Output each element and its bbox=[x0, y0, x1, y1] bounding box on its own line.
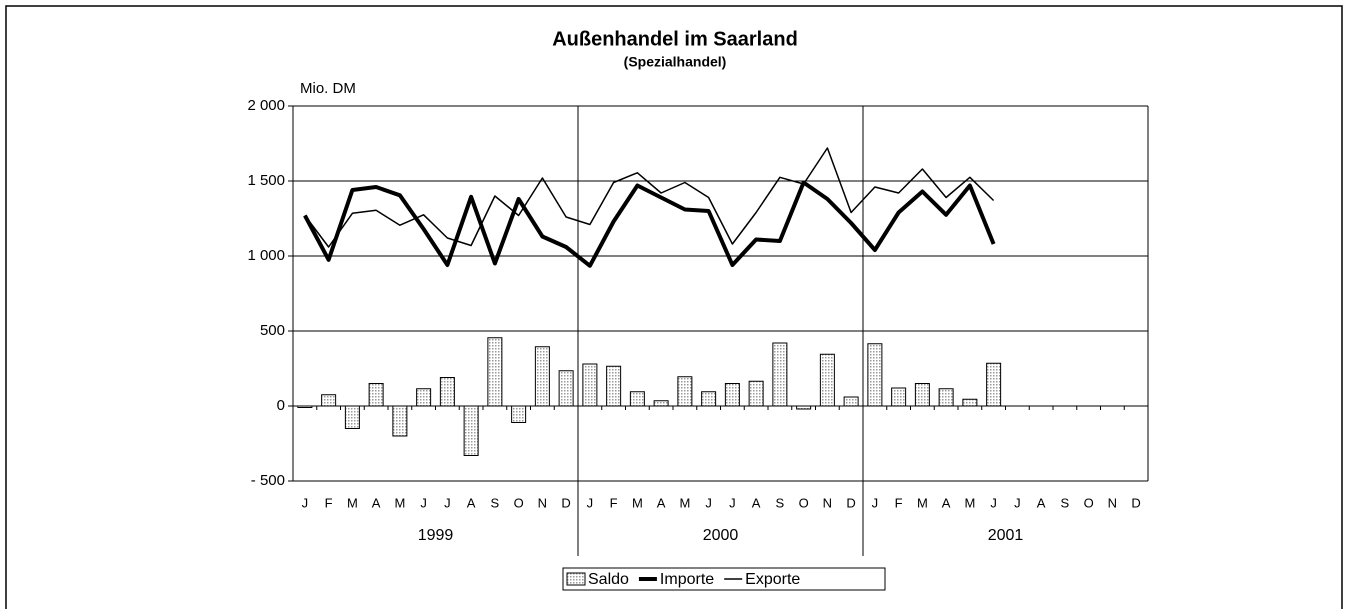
bar bbox=[914, 383, 930, 407]
bar bbox=[677, 376, 693, 407]
x-tick-label: N bbox=[538, 495, 547, 510]
y-tick-label: 2 000 bbox=[247, 97, 285, 114]
legend-label: Exporte bbox=[745, 571, 800, 588]
x-tick-label: M bbox=[347, 495, 358, 510]
x-tick-label: F bbox=[325, 495, 333, 510]
x-tick-label: O bbox=[799, 495, 809, 510]
y-tick-label: - 500 bbox=[251, 472, 285, 489]
bar bbox=[321, 394, 337, 407]
bar bbox=[843, 396, 859, 407]
x-tick-label: N bbox=[823, 495, 832, 510]
bar bbox=[392, 405, 408, 437]
bar bbox=[962, 398, 978, 407]
bar bbox=[368, 383, 384, 407]
bar bbox=[558, 370, 574, 407]
x-tick-label: S bbox=[776, 495, 785, 510]
x-tick-label: M bbox=[394, 495, 405, 510]
x-tick-label: F bbox=[610, 495, 618, 510]
bar bbox=[748, 380, 764, 407]
x-tick-label: J bbox=[990, 495, 997, 510]
line bbox=[303, 180, 996, 268]
x-tick-label: D bbox=[1131, 495, 1140, 510]
bar bbox=[701, 391, 717, 407]
bar bbox=[819, 353, 835, 407]
bar bbox=[867, 343, 883, 407]
bar bbox=[487, 337, 503, 407]
x-tick-label: J bbox=[872, 495, 879, 510]
x-tick-label: M bbox=[964, 495, 975, 510]
group-label: 2001 bbox=[988, 527, 1024, 544]
x-tick-label: A bbox=[467, 495, 476, 510]
x-tick-label: M bbox=[632, 495, 643, 510]
bar bbox=[439, 377, 455, 407]
x-tick-label: J bbox=[1014, 495, 1021, 510]
bar bbox=[938, 388, 954, 407]
group-label: 2000 bbox=[703, 527, 739, 544]
legend-swatch bbox=[566, 572, 586, 586]
bar bbox=[582, 363, 598, 407]
x-tick-label: D bbox=[561, 495, 570, 510]
legend-label: Saldo bbox=[588, 571, 629, 588]
bar bbox=[724, 383, 740, 407]
x-tick-label: J bbox=[302, 495, 309, 510]
x-tick-label: J bbox=[444, 495, 451, 510]
x-tick-label: M bbox=[679, 495, 690, 510]
frame bbox=[5, 5, 1343, 609]
x-tick-label: O bbox=[1084, 495, 1094, 510]
bar bbox=[534, 346, 550, 407]
x-tick-label: M bbox=[917, 495, 928, 510]
y-tick-label: 1 000 bbox=[247, 247, 285, 264]
x-tick-label: N bbox=[1108, 495, 1117, 510]
bar bbox=[629, 391, 645, 407]
x-tick-label: J bbox=[705, 495, 712, 510]
x-tick-label: J bbox=[420, 495, 427, 510]
chart-title: Außenhandel im Saarland bbox=[552, 28, 798, 50]
bar bbox=[344, 405, 360, 429]
x-tick-label: S bbox=[491, 495, 500, 510]
x-tick-label: S bbox=[1061, 495, 1070, 510]
x-tick-label: A bbox=[942, 495, 951, 510]
bar bbox=[796, 405, 812, 410]
group-label: 1999 bbox=[418, 527, 454, 544]
legend-box bbox=[562, 567, 886, 591]
bar bbox=[463, 405, 479, 456]
y-axis-label: Mio. DM bbox=[300, 80, 356, 97]
bar bbox=[416, 388, 432, 407]
bar bbox=[986, 362, 1002, 407]
x-tick-label: F bbox=[895, 495, 903, 510]
bar bbox=[653, 400, 669, 407]
x-tick-label: J bbox=[587, 495, 594, 510]
x-tick-label: O bbox=[514, 495, 524, 510]
line bbox=[304, 147, 995, 248]
y-tick-label: 0 bbox=[277, 397, 285, 414]
bar bbox=[297, 405, 313, 408]
x-tick-label: J bbox=[729, 495, 736, 510]
y-tick-label: 1 500 bbox=[247, 172, 285, 189]
bar bbox=[891, 387, 907, 407]
chart-subtitle: (Spezialhandel) bbox=[624, 54, 727, 70]
legend-label: Importe bbox=[660, 571, 714, 588]
x-tick-label: A bbox=[657, 495, 666, 510]
bar bbox=[606, 365, 622, 407]
x-tick-label: D bbox=[846, 495, 855, 510]
x-tick-label: A bbox=[372, 495, 381, 510]
bar bbox=[772, 342, 788, 407]
y-tick-label: 500 bbox=[260, 322, 285, 339]
x-tick-label: A bbox=[752, 495, 761, 510]
x-tick-label: A bbox=[1037, 495, 1046, 510]
bar bbox=[511, 405, 527, 423]
